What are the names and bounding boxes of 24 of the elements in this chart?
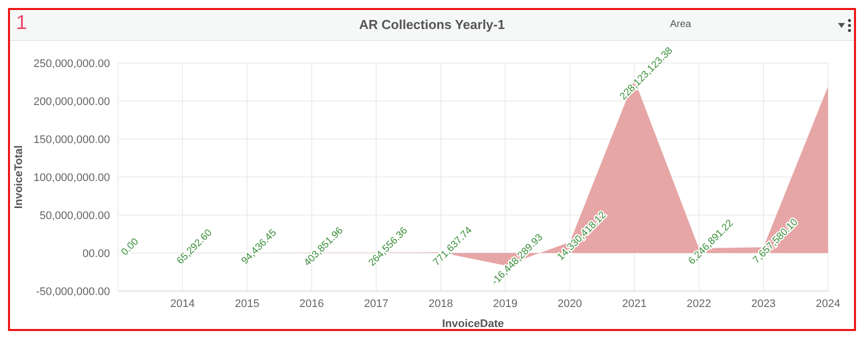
y-tick-label: 150,000,000.00 xyxy=(34,134,110,146)
x-tick-label: 2022 xyxy=(686,298,712,310)
y-axis-title: InvoiceTotal xyxy=(12,145,25,209)
x-tick-label: 2023 xyxy=(751,298,776,310)
data-label: 0.00 xyxy=(119,236,142,258)
x-axis-title: InvoiceDate xyxy=(442,318,504,330)
x-tick-label: 2021 xyxy=(622,298,647,310)
chart-title: AR Collections Yearly-1 xyxy=(359,17,505,32)
y-tick-label: 00.00 xyxy=(82,248,110,260)
x-tick-label: 2020 xyxy=(558,298,582,310)
text: 1 xyxy=(16,12,28,35)
text: Area xyxy=(670,19,692,30)
x-tick-label: 2017 xyxy=(364,298,388,310)
y-tick-label: 50,000,000.00 xyxy=(40,210,110,222)
x-tick-label: 2024 xyxy=(816,298,840,310)
x-tick-label: 2016 xyxy=(299,298,324,310)
y-tick-label: 100,000,000.00 xyxy=(34,172,110,184)
y-tick-label: -50,000,000.00 xyxy=(36,286,110,298)
x-tick-label: 2014 xyxy=(170,298,195,310)
y-tick-label: 250,000,000.00 xyxy=(34,58,110,70)
x-tick-label: 2018 xyxy=(428,298,453,310)
y-tick-label: 200,000,000.00 xyxy=(34,96,110,108)
x-tick-label: 2015 xyxy=(234,298,260,310)
x-tick-label: 2019 xyxy=(493,298,518,310)
